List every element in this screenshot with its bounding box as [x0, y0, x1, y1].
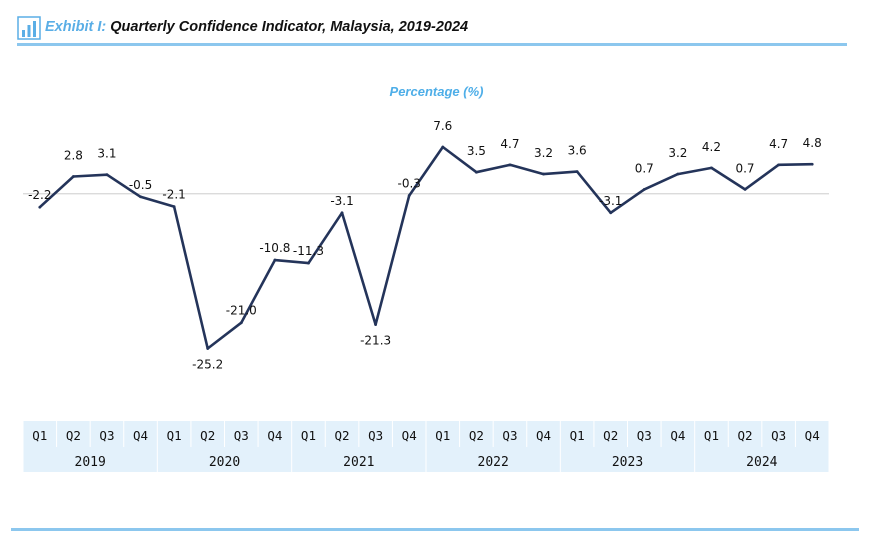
data-point	[743, 188, 747, 191]
x-tick-label: Q2	[469, 428, 484, 443]
data-label: 3.1	[97, 147, 116, 161]
x-year-label: 2023	[612, 455, 643, 470]
data-label: 0.7	[735, 161, 754, 175]
x-tick-label: Q3	[637, 428, 652, 443]
data-point	[710, 166, 713, 170]
x-year-label: 2024	[746, 455, 777, 470]
data-label: -3.1	[599, 194, 622, 208]
title-text: Quarterly Confidence Indicator, Malaysia…	[110, 19, 469, 35]
data-label: -10.8	[259, 241, 290, 255]
series-line	[38, 145, 813, 350]
x-year-label: 2022	[478, 455, 509, 470]
data-label: -21.3	[360, 334, 391, 348]
data-point	[474, 170, 478, 174]
data-point	[575, 170, 579, 174]
data-point	[38, 205, 42, 209]
data-label: -3.1	[330, 194, 353, 208]
data-point	[609, 211, 613, 215]
x-year-label: 2019	[75, 455, 106, 470]
data-point	[340, 211, 344, 215]
data-point	[206, 347, 210, 350]
data-label: 4.7	[500, 137, 519, 151]
x-tick-label: Q1	[32, 428, 47, 443]
data-point	[273, 258, 277, 262]
data-point	[139, 195, 142, 199]
data-label: -2.2	[28, 188, 51, 202]
x-tick-label: Q3	[502, 428, 517, 443]
data-label: 3.6	[568, 144, 587, 158]
x-year-label: 2020	[209, 455, 240, 470]
data-label: 7.6	[433, 119, 452, 133]
data-point	[542, 172, 545, 176]
x-tick-label: Q2	[738, 428, 753, 443]
exhibit-header: Exhibit I: Quarterly Confidence Indicato…	[17, 12, 847, 46]
data-point	[105, 173, 109, 177]
data-label: -21.0	[226, 304, 257, 318]
data-label: 4.8	[803, 136, 822, 150]
exhibit-label: Exhibit I:	[45, 19, 107, 35]
x-year-label: 2021	[343, 455, 374, 470]
data-point	[239, 321, 243, 325]
x-tick-label: Q1	[167, 428, 182, 443]
data-point	[71, 175, 75, 178]
data-point	[407, 194, 411, 197]
x-tick-label: Q1	[704, 428, 719, 443]
x-tick-label: Q3	[368, 428, 383, 443]
data-point	[508, 163, 512, 167]
data-point	[307, 261, 310, 265]
x-tick-label: Q1	[301, 428, 316, 443]
bar-chart-icon	[17, 16, 41, 40]
data-label: 3.2	[668, 146, 687, 160]
data-label: -11.3	[293, 244, 324, 258]
x-tick-label: Q2	[200, 428, 215, 443]
x-tick-label: Q4	[536, 428, 551, 443]
data-point	[642, 188, 646, 191]
x-tick-label: Q4	[670, 428, 685, 443]
x-tick-label: Q2	[66, 428, 81, 443]
data-label: -25.2	[192, 358, 223, 372]
x-tick-label: Q3	[771, 428, 786, 443]
x-tick-label: Q4	[133, 428, 148, 443]
data-label: 4.7	[769, 137, 788, 151]
data-label: -2.1	[162, 188, 185, 202]
data-label: 3.5	[467, 144, 486, 158]
data-label: 0.7	[635, 161, 654, 175]
chart-subtitle: Percentage (%)	[389, 84, 484, 99]
data-label: 2.8	[64, 149, 83, 163]
chart-title: Exhibit I: Quarterly Confidence Indicato…	[45, 19, 468, 35]
x-tick-label: Q2	[335, 428, 350, 443]
x-tick-label: Q4	[402, 428, 417, 443]
data-point	[441, 145, 445, 149]
x-tick-label: Q3	[99, 428, 114, 443]
data-label: -0.3	[397, 177, 420, 191]
data-point	[777, 163, 781, 167]
x-tick-label: Q2	[603, 428, 618, 443]
data-point	[374, 323, 378, 326]
header-rule	[17, 43, 847, 46]
footer-rule	[11, 528, 859, 531]
data-point	[676, 172, 680, 176]
x-tick-label: Q1	[570, 428, 585, 443]
x-tick-label: Q4	[805, 428, 820, 443]
x-tick-label: Q4	[267, 428, 282, 443]
x-tick-label: Q1	[435, 428, 450, 443]
data-label: -0.5	[129, 178, 152, 192]
data-point	[810, 162, 814, 166]
x-tick-label: Q3	[234, 428, 249, 443]
data-label: 3.2	[534, 146, 553, 160]
data-point	[172, 205, 176, 209]
data-label: 4.2	[702, 140, 721, 154]
